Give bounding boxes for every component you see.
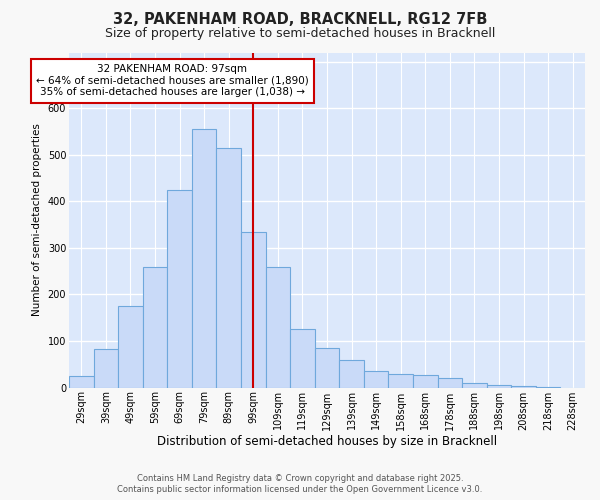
Text: 32, PAKENHAM ROAD, BRACKNELL, RG12 7FB: 32, PAKENHAM ROAD, BRACKNELL, RG12 7FB — [113, 12, 487, 28]
Bar — [69, 376, 94, 388]
Bar — [437, 378, 462, 388]
Bar — [167, 190, 192, 388]
Bar — [217, 148, 241, 388]
Bar — [143, 268, 167, 388]
Bar — [511, 386, 536, 388]
Text: Size of property relative to semi-detached houses in Bracknell: Size of property relative to semi-detach… — [105, 28, 495, 40]
Text: Contains HM Land Registry data © Crown copyright and database right 2025.
Contai: Contains HM Land Registry data © Crown c… — [118, 474, 482, 494]
Bar — [118, 306, 143, 388]
Bar — [315, 348, 339, 388]
Bar — [364, 371, 388, 388]
Bar — [339, 360, 364, 388]
X-axis label: Distribution of semi-detached houses by size in Bracknell: Distribution of semi-detached houses by … — [157, 435, 497, 448]
Bar — [94, 349, 118, 388]
Text: 32 PAKENHAM ROAD: 97sqm
← 64% of semi-detached houses are smaller (1,890)
35% of: 32 PAKENHAM ROAD: 97sqm ← 64% of semi-de… — [36, 64, 308, 98]
Bar — [241, 232, 266, 388]
Bar — [388, 374, 413, 388]
Bar — [290, 330, 315, 388]
Bar — [192, 130, 217, 388]
Bar — [413, 375, 437, 388]
Bar — [487, 385, 511, 388]
Bar — [266, 268, 290, 388]
Y-axis label: Number of semi-detached properties: Number of semi-detached properties — [32, 124, 42, 316]
Bar — [462, 383, 487, 388]
